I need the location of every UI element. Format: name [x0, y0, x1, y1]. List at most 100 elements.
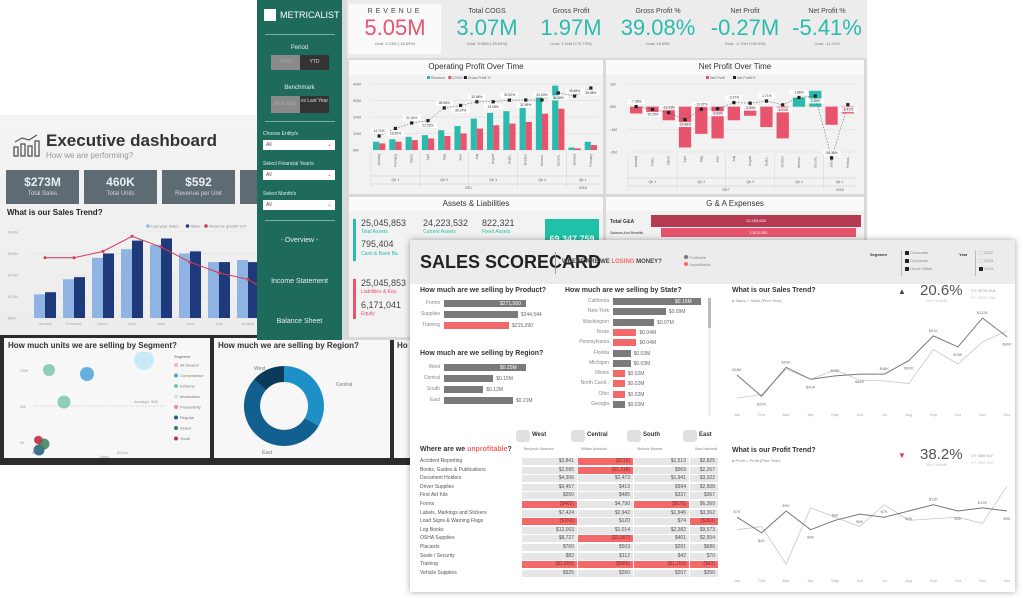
table-cell[interactable]: $686: [690, 544, 718, 551]
year-checkbox-2012[interactable]: 2012: [979, 250, 993, 255]
segment-checkbox-home-office[interactable]: Home Office: [905, 266, 932, 271]
year-checkbox-2013[interactable]: 2013: [979, 258, 993, 263]
table-cell[interactable]: ($313): [578, 458, 633, 465]
table-cell[interactable]: ($463): [522, 501, 577, 508]
bar-washington[interactable]: [613, 318, 655, 326]
table-cell[interactable]: $120: [578, 518, 633, 526]
table-cell[interactable]: ($166): [522, 518, 577, 526]
table-cell[interactable]: $3,457: [522, 483, 577, 491]
table-cell[interactable]: $82: [522, 552, 577, 560]
table-cell[interactable]: $8,727: [522, 535, 577, 543]
bar-north-carol-[interactable]: [613, 380, 625, 388]
table-cell[interactable]: ($363): [690, 518, 718, 526]
table-cell[interactable]: $485: [578, 492, 633, 500]
table-cell[interactable]: $112: [578, 552, 633, 560]
table-cell[interactable]: $1,941: [634, 475, 689, 483]
table-cell[interactable]: $260: [578, 569, 633, 577]
table-cell[interactable]: $401: [634, 535, 689, 543]
bar-texas[interactable]: [613, 328, 637, 336]
segment-scatter-chart[interactable]: Average: 50K100K50K0K$0.0bn$0.1bnSalesSe…: [4, 352, 210, 458]
table-cell[interactable]: $250: [522, 492, 577, 500]
table-cell[interactable]: ($866): [578, 561, 633, 569]
table-cell[interactable]: $2,267: [690, 466, 718, 474]
period-mtd-button[interactable]: MTD: [271, 55, 300, 70]
nav-income-statement[interactable]: Income Statement: [271, 278, 328, 285]
sales-trend-chart[interactable]: $40M $30M $20M $10M $0M January February March A…: [0, 218, 262, 338]
table-cell[interactable]: $3,362: [690, 509, 718, 517]
table-cell[interactable]: ($43): [690, 561, 718, 569]
table-cell[interactable]: $3,322: [690, 475, 718, 483]
bar-central[interactable]: [444, 375, 494, 382]
filter-entity-select[interactable]: All ⌄: [263, 140, 335, 150]
kpi-net-profit[interactable]: Net Profit -0.27M Goal: -0.70M (+60.9%): [703, 4, 787, 54]
bar-pennsylvania[interactable]: [613, 339, 637, 347]
benchmark-budget-button[interactable]: vs Budget: [271, 96, 300, 113]
segment-checkbox-corporate[interactable]: Corporate: [905, 258, 928, 263]
table-cell[interactable]: ($1,153): [634, 561, 689, 569]
bar-michigan[interactable]: [613, 359, 631, 367]
ga-bar-total[interactable]: 12,293,620: [651, 215, 861, 227]
table-cell[interactable]: $356: [690, 569, 718, 577]
kpi-card-total-units[interactable]: 460K Total Units: [84, 170, 157, 204]
kpi-gross-profit[interactable]: Gross Profit 1.97M Goal: 1.16M (+70.73%): [529, 4, 613, 54]
table-cell[interactable]: $367: [690, 492, 718, 500]
table-cell[interactable]: ($1,318): [578, 466, 633, 474]
state-scrollbar[interactable]: [708, 298, 711, 416]
kpi-card-partial[interactable]: [240, 170, 262, 204]
kpi-gross-profit-pct[interactable]: Gross Profit % 39.08% Goal: 18.55%: [613, 4, 703, 54]
nav-balance-sheet[interactable]: Balance Sheet: [276, 318, 323, 325]
table-cell[interactable]: $12,063: [522, 526, 577, 534]
table-cell[interactable]: $2,473: [578, 475, 633, 483]
table-cell[interactable]: $337: [634, 492, 689, 500]
table-cell[interactable]: $6,369: [690, 501, 718, 508]
ga-bar-salaries[interactable]: 1,813,152: [661, 228, 856, 237]
state-bar-chart[interactable]: California $0.15M New York $0.09M Washington…: [555, 298, 705, 418]
bar-california[interactable]: [613, 298, 701, 305]
kpi-revenue[interactable]: REVENUE 5.05M Goal: 6.23M (-18.89%): [349, 4, 441, 54]
table-cell[interactable]: $2,554: [690, 535, 718, 543]
table-cell[interactable]: $281: [634, 544, 689, 551]
table-cell[interactable]: $1,014: [578, 526, 633, 534]
table-cell[interactable]: $4,790: [578, 501, 633, 508]
table-cell[interactable]: ($3,957): [578, 535, 633, 543]
bar-new-york[interactable]: [613, 308, 666, 316]
table-cell[interactable]: $503: [578, 544, 633, 551]
table-cell[interactable]: $925: [522, 569, 577, 577]
bar-training[interactable]: [444, 322, 510, 329]
net-profit-chart[interactable]: 1M 0M -1M -2M Net Profit Net Profit % January F…: [606, 74, 864, 194]
bar-florida[interactable]: [613, 349, 631, 357]
table-cell[interactable]: $2,825: [690, 458, 718, 465]
region-bar-chart[interactable]: West $0.25M Central $0.15M South $0.12M East $0…: [410, 364, 560, 414]
table-cell[interactable]: $2,508: [690, 483, 718, 491]
kpi-net-profit-pct[interactable]: Net Profit % -5.41% Goal: -11.21%: [787, 4, 867, 54]
bar-south[interactable]: [444, 386, 484, 393]
region-donut-chart[interactable]: West Central East: [214, 352, 390, 458]
table-cell[interactable]: $3,841: [522, 458, 577, 465]
product-bar-chart[interactable]: Forms $271,560 Supplies $244,544 Training $21…: [410, 300, 560, 345]
table-cell[interactable]: $1,946: [634, 509, 689, 517]
kpi-card-revenue-per-unit[interactable]: $592 Revenue per Unit: [162, 170, 235, 204]
filter-month-select[interactable]: All ⌄: [263, 200, 335, 210]
operating-profit-chart[interactable]: 40M 30M 20M 10M 0M Revenue COGS Gross Profit % J…: [349, 74, 603, 194]
table-cell[interactable]: $413: [578, 483, 633, 491]
table-cell[interactable]: $70: [690, 552, 718, 560]
year-checkbox-2014[interactable]: 2014: [979, 266, 993, 271]
bar-ohio[interactable]: [613, 390, 625, 398]
table-cell[interactable]: $9,573: [690, 526, 718, 534]
table-cell[interactable]: $760: [522, 544, 577, 551]
benchmark-last-year-button[interactable]: vs Last Year: [300, 96, 329, 113]
scrollbar-thumb[interactable]: [708, 298, 711, 328]
nav-overview[interactable]: - Overview -: [280, 237, 319, 244]
bar-west[interactable]: [444, 364, 526, 371]
sales-line-chart[interactable]: $45K $20K $54K $40K $44K $46K $46K $62K $91K $78K…: [725, 304, 1015, 422]
table-cell[interactable]: $42: [634, 552, 689, 560]
kpi-card-total-sales[interactable]: $273M Total Sales: [6, 170, 79, 204]
filter-year-select[interactable]: All ⌄: [263, 170, 335, 180]
bar-illinois[interactable]: [613, 370, 625, 378]
table-cell[interactable]: $1,513: [634, 458, 689, 465]
profit-line-chart[interactable]: $7K $2K $9K $3K $6K $8K $7K $9K $11K $9K $10K $9K Ja…: [725, 468, 1015, 590]
table-cell[interactable]: $207: [634, 569, 689, 577]
bar-east[interactable]: [444, 397, 513, 404]
period-ytd-button[interactable]: YTD: [300, 55, 329, 70]
table-cell[interactable]: $7,424: [522, 509, 577, 517]
